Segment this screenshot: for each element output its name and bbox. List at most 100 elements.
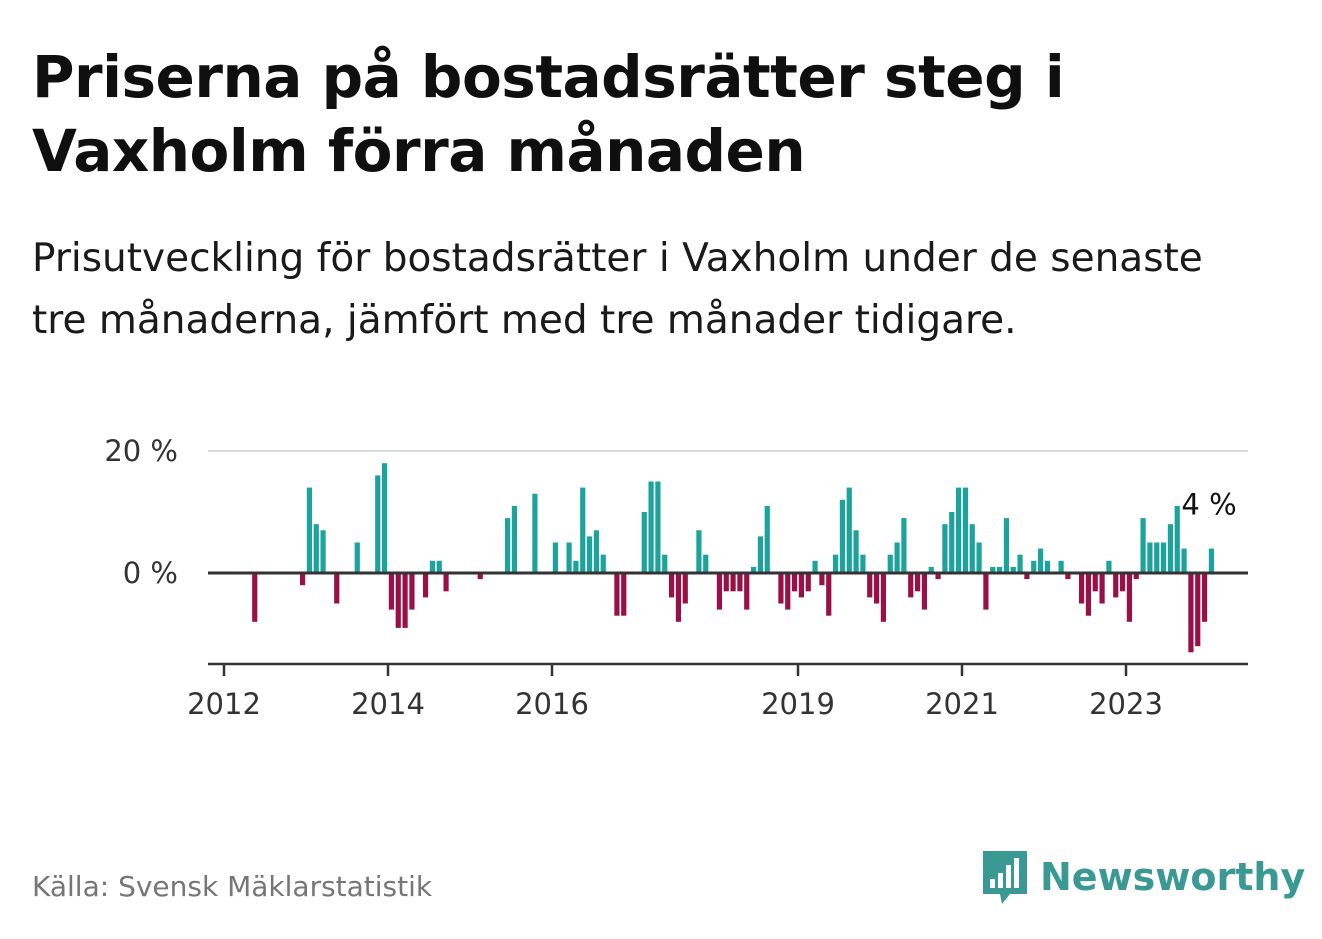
y-tick-label: 20 % <box>104 434 178 468</box>
bar <box>805 573 811 592</box>
bar <box>791 573 798 592</box>
bar <box>723 573 729 592</box>
brand-logo[interactable]: Newsworthy <box>980 848 1305 906</box>
bar <box>894 542 900 573</box>
bar <box>696 530 702 573</box>
bar <box>552 542 559 573</box>
bar <box>1058 560 1064 573</box>
bar <box>942 524 948 573</box>
brand-name: Newsworthy <box>1040 855 1306 899</box>
bar <box>860 554 866 573</box>
bar <box>737 573 743 592</box>
bar <box>1099 573 1105 604</box>
axis-layer <box>208 571 1248 676</box>
bar <box>1133 573 1139 580</box>
bar <box>504 518 511 573</box>
bar <box>1195 573 1201 647</box>
bar <box>750 566 757 573</box>
bar <box>641 512 647 573</box>
bar <box>1078 573 1085 604</box>
bar <box>819 573 825 586</box>
bar <box>812 560 818 573</box>
bar <box>648 481 654 573</box>
x-tick-label: 2014 <box>351 687 425 720</box>
bar-layer <box>252 463 1215 653</box>
bar <box>313 524 319 573</box>
bar <box>1113 573 1119 598</box>
bar <box>1167 524 1174 573</box>
bar <box>730 573 736 592</box>
bar <box>299 573 306 586</box>
bar <box>1126 573 1133 622</box>
bar <box>395 573 401 628</box>
source-text: Källa: Svensk Mäklarstatistik <box>32 870 433 903</box>
bar <box>880 573 887 622</box>
bar <box>573 560 579 573</box>
bar <box>826 573 832 616</box>
x-tick-label: 2019 <box>761 687 835 720</box>
bar <box>798 573 805 598</box>
bar <box>996 566 1003 573</box>
bar <box>655 481 661 573</box>
bar <box>1174 505 1180 573</box>
bar <box>600 554 606 573</box>
bar <box>1147 542 1153 573</box>
bar <box>983 573 989 610</box>
bar <box>976 542 982 573</box>
last-value-label: 4 % <box>1181 488 1236 522</box>
bar <box>675 573 682 622</box>
label-layer: 0 % 20 % 2012 2014 2016 2019 2021 2023 4 % <box>104 434 1239 720</box>
bar <box>921 573 928 610</box>
bar <box>846 487 852 573</box>
bar <box>436 560 442 573</box>
bar <box>785 573 791 610</box>
bar <box>1119 573 1126 592</box>
bar <box>402 573 408 628</box>
bar <box>901 518 907 573</box>
bar <box>375 475 381 573</box>
bar <box>1201 573 1208 622</box>
bar <box>867 573 873 598</box>
bar <box>388 573 395 610</box>
bar <box>1037 548 1044 573</box>
bar <box>443 573 449 592</box>
x-tick-label: 2012 <box>187 687 261 720</box>
y-tick-label: 0 % <box>123 556 178 590</box>
bar <box>832 554 839 573</box>
chart-subtitle: Prisutveckling för bostadsrätter i Vaxho… <box>32 236 1203 343</box>
bar <box>778 573 784 604</box>
bar <box>955 487 962 573</box>
bar <box>853 530 859 573</box>
bar <box>1154 542 1160 573</box>
bar <box>566 542 572 573</box>
bar <box>511 505 518 573</box>
bar <box>1092 573 1098 592</box>
bar <box>1085 573 1092 616</box>
bar <box>593 530 600 573</box>
bar <box>409 573 415 610</box>
bar <box>908 573 914 598</box>
newsworthy-logo-icon <box>983 851 1027 904</box>
bar <box>1181 548 1187 573</box>
bar <box>990 566 996 573</box>
bar <box>703 554 709 573</box>
bar <box>873 573 880 604</box>
bar <box>1003 518 1010 573</box>
bar <box>839 499 846 573</box>
x-tick-label: 2021 <box>925 687 999 720</box>
bar <box>477 573 483 580</box>
bar <box>744 573 750 610</box>
bar <box>320 530 326 573</box>
bar <box>381 463 388 573</box>
bar <box>1065 573 1071 580</box>
bar <box>1160 542 1167 573</box>
bar <box>928 566 934 573</box>
bar <box>962 487 969 573</box>
bar <box>334 573 340 604</box>
bar <box>614 573 620 616</box>
bar <box>1106 560 1112 573</box>
bar <box>1188 573 1194 653</box>
bar <box>586 536 593 573</box>
bar <box>621 573 627 616</box>
bar <box>1010 566 1016 573</box>
